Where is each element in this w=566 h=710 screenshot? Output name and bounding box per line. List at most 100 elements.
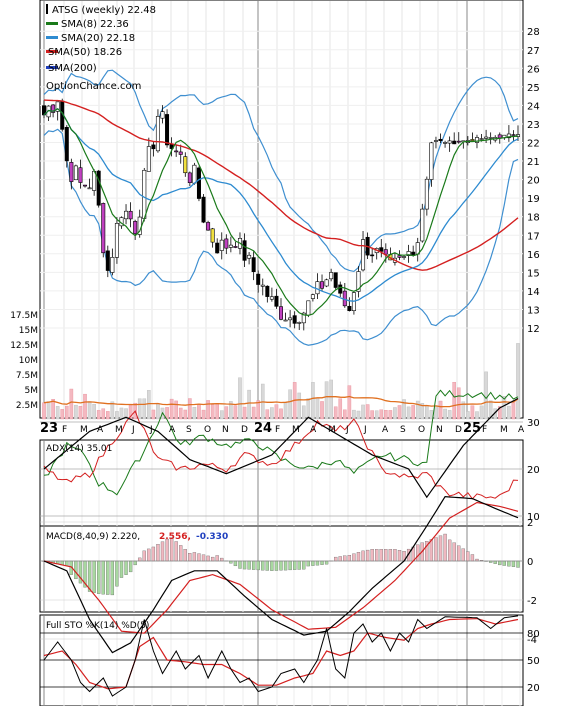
macd-histogram-bar bbox=[324, 560, 329, 565]
volume-bar bbox=[42, 402, 46, 420]
legend-price: ATSG (weekly) 22.48 bbox=[52, 5, 156, 16]
lower-band-line bbox=[43, 128, 519, 346]
candle-body bbox=[256, 273, 261, 285]
candle-body bbox=[497, 134, 502, 139]
volume-bar bbox=[443, 408, 447, 420]
macd-histogram-bar bbox=[101, 560, 105, 595]
x-tick-label: J bbox=[345, 425, 349, 435]
legend-swatch-sma8 bbox=[46, 22, 58, 25]
volume-bar bbox=[238, 377, 242, 420]
volume-tick-label: 2.5M bbox=[16, 401, 38, 411]
macd-histogram-bar bbox=[165, 538, 169, 562]
candle-body bbox=[114, 223, 119, 258]
candle-body bbox=[101, 203, 106, 254]
price-tick-label: 20 bbox=[527, 176, 540, 187]
macd-histogram-bar bbox=[297, 560, 301, 570]
candle-body bbox=[338, 284, 343, 294]
candle-body bbox=[370, 254, 375, 257]
legend-swatch-sma20 bbox=[46, 36, 58, 39]
volume-bar bbox=[151, 409, 156, 420]
volume-bar bbox=[188, 398, 192, 420]
candle-body bbox=[447, 140, 452, 144]
macd-histogram-bar bbox=[238, 560, 242, 569]
volume-bar bbox=[484, 371, 488, 420]
macd-histogram-bar bbox=[397, 550, 402, 562]
macd-label-group: MACD(8,40,9) 2.220, 2.556, -0.330 bbox=[46, 532, 228, 542]
candle-body bbox=[187, 172, 192, 184]
x-tick-label: 24 bbox=[254, 421, 272, 436]
volume-bar bbox=[178, 407, 183, 420]
volume-bar bbox=[183, 409, 188, 420]
candle-body bbox=[424, 178, 429, 210]
macd-histogram-bar bbox=[470, 554, 475, 562]
volume-tick-label: 15M bbox=[19, 326, 38, 336]
macd-histogram-bar bbox=[461, 548, 465, 562]
x-tick-label: O bbox=[418, 425, 425, 435]
legend-sma20: SMA(20) 22.18 bbox=[61, 33, 135, 44]
price-tick-label: 16 bbox=[527, 250, 540, 261]
x-tick-label: M bbox=[80, 425, 88, 435]
macd-histogram-bar bbox=[119, 560, 124, 578]
macd-histogram-bar bbox=[274, 560, 279, 571]
price-tick-label: 19 bbox=[527, 194, 540, 205]
legend-swatch-sma50 bbox=[46, 50, 58, 53]
x-tick-label: A bbox=[97, 425, 104, 435]
volume-bar bbox=[210, 404, 215, 420]
candle-body bbox=[406, 251, 411, 256]
candle-body bbox=[96, 170, 101, 206]
volume-bar bbox=[488, 400, 493, 420]
x-tick-label: M bbox=[328, 425, 336, 435]
candle-body bbox=[402, 256, 407, 258]
macd-histogram-bar bbox=[279, 560, 283, 571]
price-tick-label: 28 bbox=[527, 27, 540, 38]
x-tick-label: S bbox=[186, 425, 192, 435]
volume-bar bbox=[452, 381, 456, 420]
volume-bar bbox=[137, 398, 142, 420]
macd-histogram-bar bbox=[106, 560, 110, 595]
volume-bar bbox=[219, 410, 224, 420]
macd-histogram-bar bbox=[201, 554, 206, 562]
macd-histogram-bar bbox=[452, 542, 456, 562]
volume-bar bbox=[361, 404, 365, 420]
price-tick-label: 15 bbox=[527, 268, 540, 279]
volume-bar bbox=[511, 400, 516, 420]
macd-histogram-bar bbox=[283, 560, 288, 571]
macd-histogram-bar bbox=[147, 548, 151, 562]
candle-body bbox=[165, 114, 170, 146]
macd-hist-label: -0.330 bbox=[196, 532, 228, 542]
candle-body bbox=[452, 140, 457, 145]
macd-tick-label: -2 bbox=[527, 596, 537, 607]
volume-bar bbox=[329, 379, 333, 420]
x-tick-label: S bbox=[400, 425, 406, 435]
volume-bar bbox=[274, 404, 279, 420]
stoch-tick-label: 80 bbox=[527, 629, 540, 640]
adx-label: ADX(14) 35.01 bbox=[46, 444, 112, 454]
volume-bar bbox=[297, 392, 302, 420]
volume-bar bbox=[288, 389, 292, 420]
macd-histogram-bar bbox=[384, 549, 388, 562]
x-tick-label: J bbox=[363, 425, 367, 435]
x-tick-label: F bbox=[62, 425, 67, 435]
candle-body bbox=[443, 142, 448, 144]
volume-bar bbox=[174, 400, 178, 420]
macd-histogram-bar bbox=[124, 560, 128, 575]
candle-body bbox=[228, 244, 233, 248]
macd-histogram-bar bbox=[388, 549, 393, 562]
macd-histogram-bar bbox=[315, 560, 320, 566]
candle-body bbox=[196, 167, 201, 199]
volume-bar bbox=[55, 406, 60, 420]
volume-bar bbox=[333, 406, 338, 420]
volume-bar bbox=[233, 405, 238, 420]
volume-bar bbox=[279, 408, 283, 420]
candle-body bbox=[301, 312, 306, 324]
macd-histogram-bar bbox=[375, 549, 379, 562]
volume-bar bbox=[338, 398, 343, 420]
volume-bar bbox=[215, 403, 219, 420]
volume-bar bbox=[270, 407, 274, 420]
volume-bar bbox=[507, 405, 511, 420]
candle-body bbox=[379, 247, 384, 252]
macd-histogram-bar bbox=[493, 560, 497, 564]
x-tick-label: N bbox=[222, 425, 229, 435]
macd-histogram-bar bbox=[393, 549, 397, 562]
volume-bar bbox=[115, 411, 119, 420]
